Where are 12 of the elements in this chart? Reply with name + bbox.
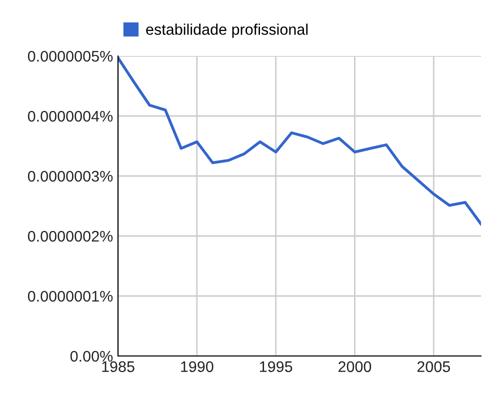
x-tick-label: 2005 [417, 361, 450, 372]
y-tick-label: 0.0000003% [28, 170, 113, 182]
y-tick-label: 0.00% [70, 350, 113, 362]
legend-label: estabilidade profissional [146, 24, 308, 38]
x-tick-label: 1985 [102, 361, 134, 372]
x-tick-label: 2000 [338, 361, 372, 372]
y-tick-label: 0.0000004% [28, 110, 113, 122]
y-tick-label: 0.0000001% [28, 290, 113, 302]
x-tick-label: 1990 [181, 361, 214, 372]
x-tick-label: 1995 [260, 361, 292, 372]
y-tick-label: 0.0000002% [28, 230, 113, 242]
y-tick-label: 0.0000005% [28, 50, 113, 62]
